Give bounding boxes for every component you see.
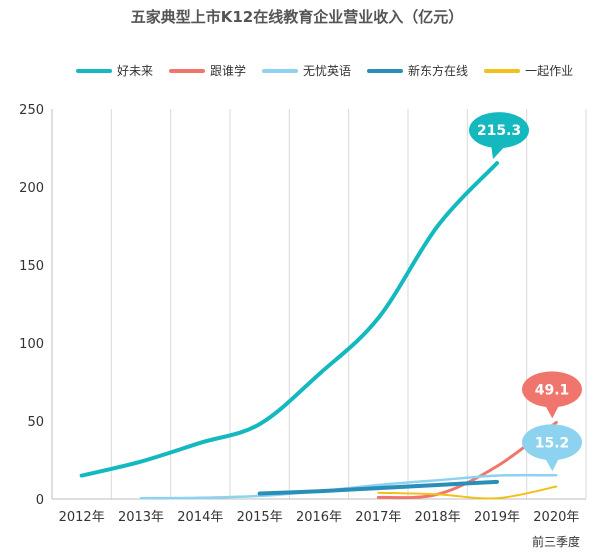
y-tick-label: 50 (27, 415, 44, 430)
chart-title: 五家典型上市K12在线教育企业营业收入（亿元） (130, 8, 464, 26)
legend-item-koolearn[interactable]: 新东方在线 (367, 62, 468, 79)
legend-swatch-koolearn (367, 68, 404, 73)
callout-bubble (522, 371, 582, 408)
legend-item-haoweilai[interactable]: 好未来 (76, 62, 153, 79)
x-tick-label: 2017年 (355, 510, 401, 525)
x-tick-label: 2019年 (474, 510, 520, 525)
callout-bubble (469, 112, 529, 149)
x-axis-note: 前三季度 (531, 535, 580, 549)
legend-label-genshuixue: 跟谁学 (210, 64, 247, 78)
y-tick-label: 250 (19, 103, 44, 118)
data-label: 15.2 (535, 435, 570, 451)
series-line-koolearn (257, 479, 499, 496)
legend-label-haoweilai: 好未来 (117, 64, 154, 78)
series-line-17zuoye (377, 485, 558, 500)
legend-item-genshuixue[interactable]: 跟谁学 (169, 62, 246, 79)
y-tick-label: 200 (19, 181, 44, 196)
legend-label-51talk: 无忧英语 (303, 64, 352, 78)
legend-swatch-haoweilai (76, 68, 112, 73)
legend-item-17zuoye[interactable]: 一起作业 (484, 62, 573, 79)
callout-pointer (544, 403, 560, 419)
legend-swatch-genshuixue (169, 68, 206, 73)
legend-label-17zuoye: 一起作业 (525, 64, 574, 78)
y-tick-label: 100 (19, 337, 44, 352)
x-tick-label: 2014年 (177, 510, 223, 525)
legend-item-51talk[interactable]: 无忧英语 (262, 62, 351, 79)
legend-swatch-17zuoye (484, 68, 521, 73)
series-line-haoweilai (79, 161, 499, 478)
x-tick-label: 2012年 (59, 510, 105, 525)
y-tick-label: 150 (19, 259, 44, 274)
callout-bubble (522, 424, 582, 461)
x-tick-label: 2020年 (533, 510, 579, 525)
x-tick-label: 2013年 (118, 510, 164, 525)
data-label: 49.1 (535, 382, 570, 398)
x-tick-label: 2018年 (415, 510, 461, 525)
x-tick-label: 2015年 (237, 510, 283, 525)
legend-swatch-51talk (262, 68, 299, 73)
callout-pointer (491, 144, 507, 160)
legend-label-koolearn: 新东方在线 (408, 64, 469, 78)
y-tick-label: 0 (36, 493, 44, 508)
callout-pointer (544, 456, 560, 472)
x-tick-label: 2016年 (296, 510, 342, 525)
data-label: 215.3 (477, 123, 521, 139)
chart-legend: 好未来 跟谁学 无忧英语 新东方在线 一起作业 (76, 62, 573, 79)
